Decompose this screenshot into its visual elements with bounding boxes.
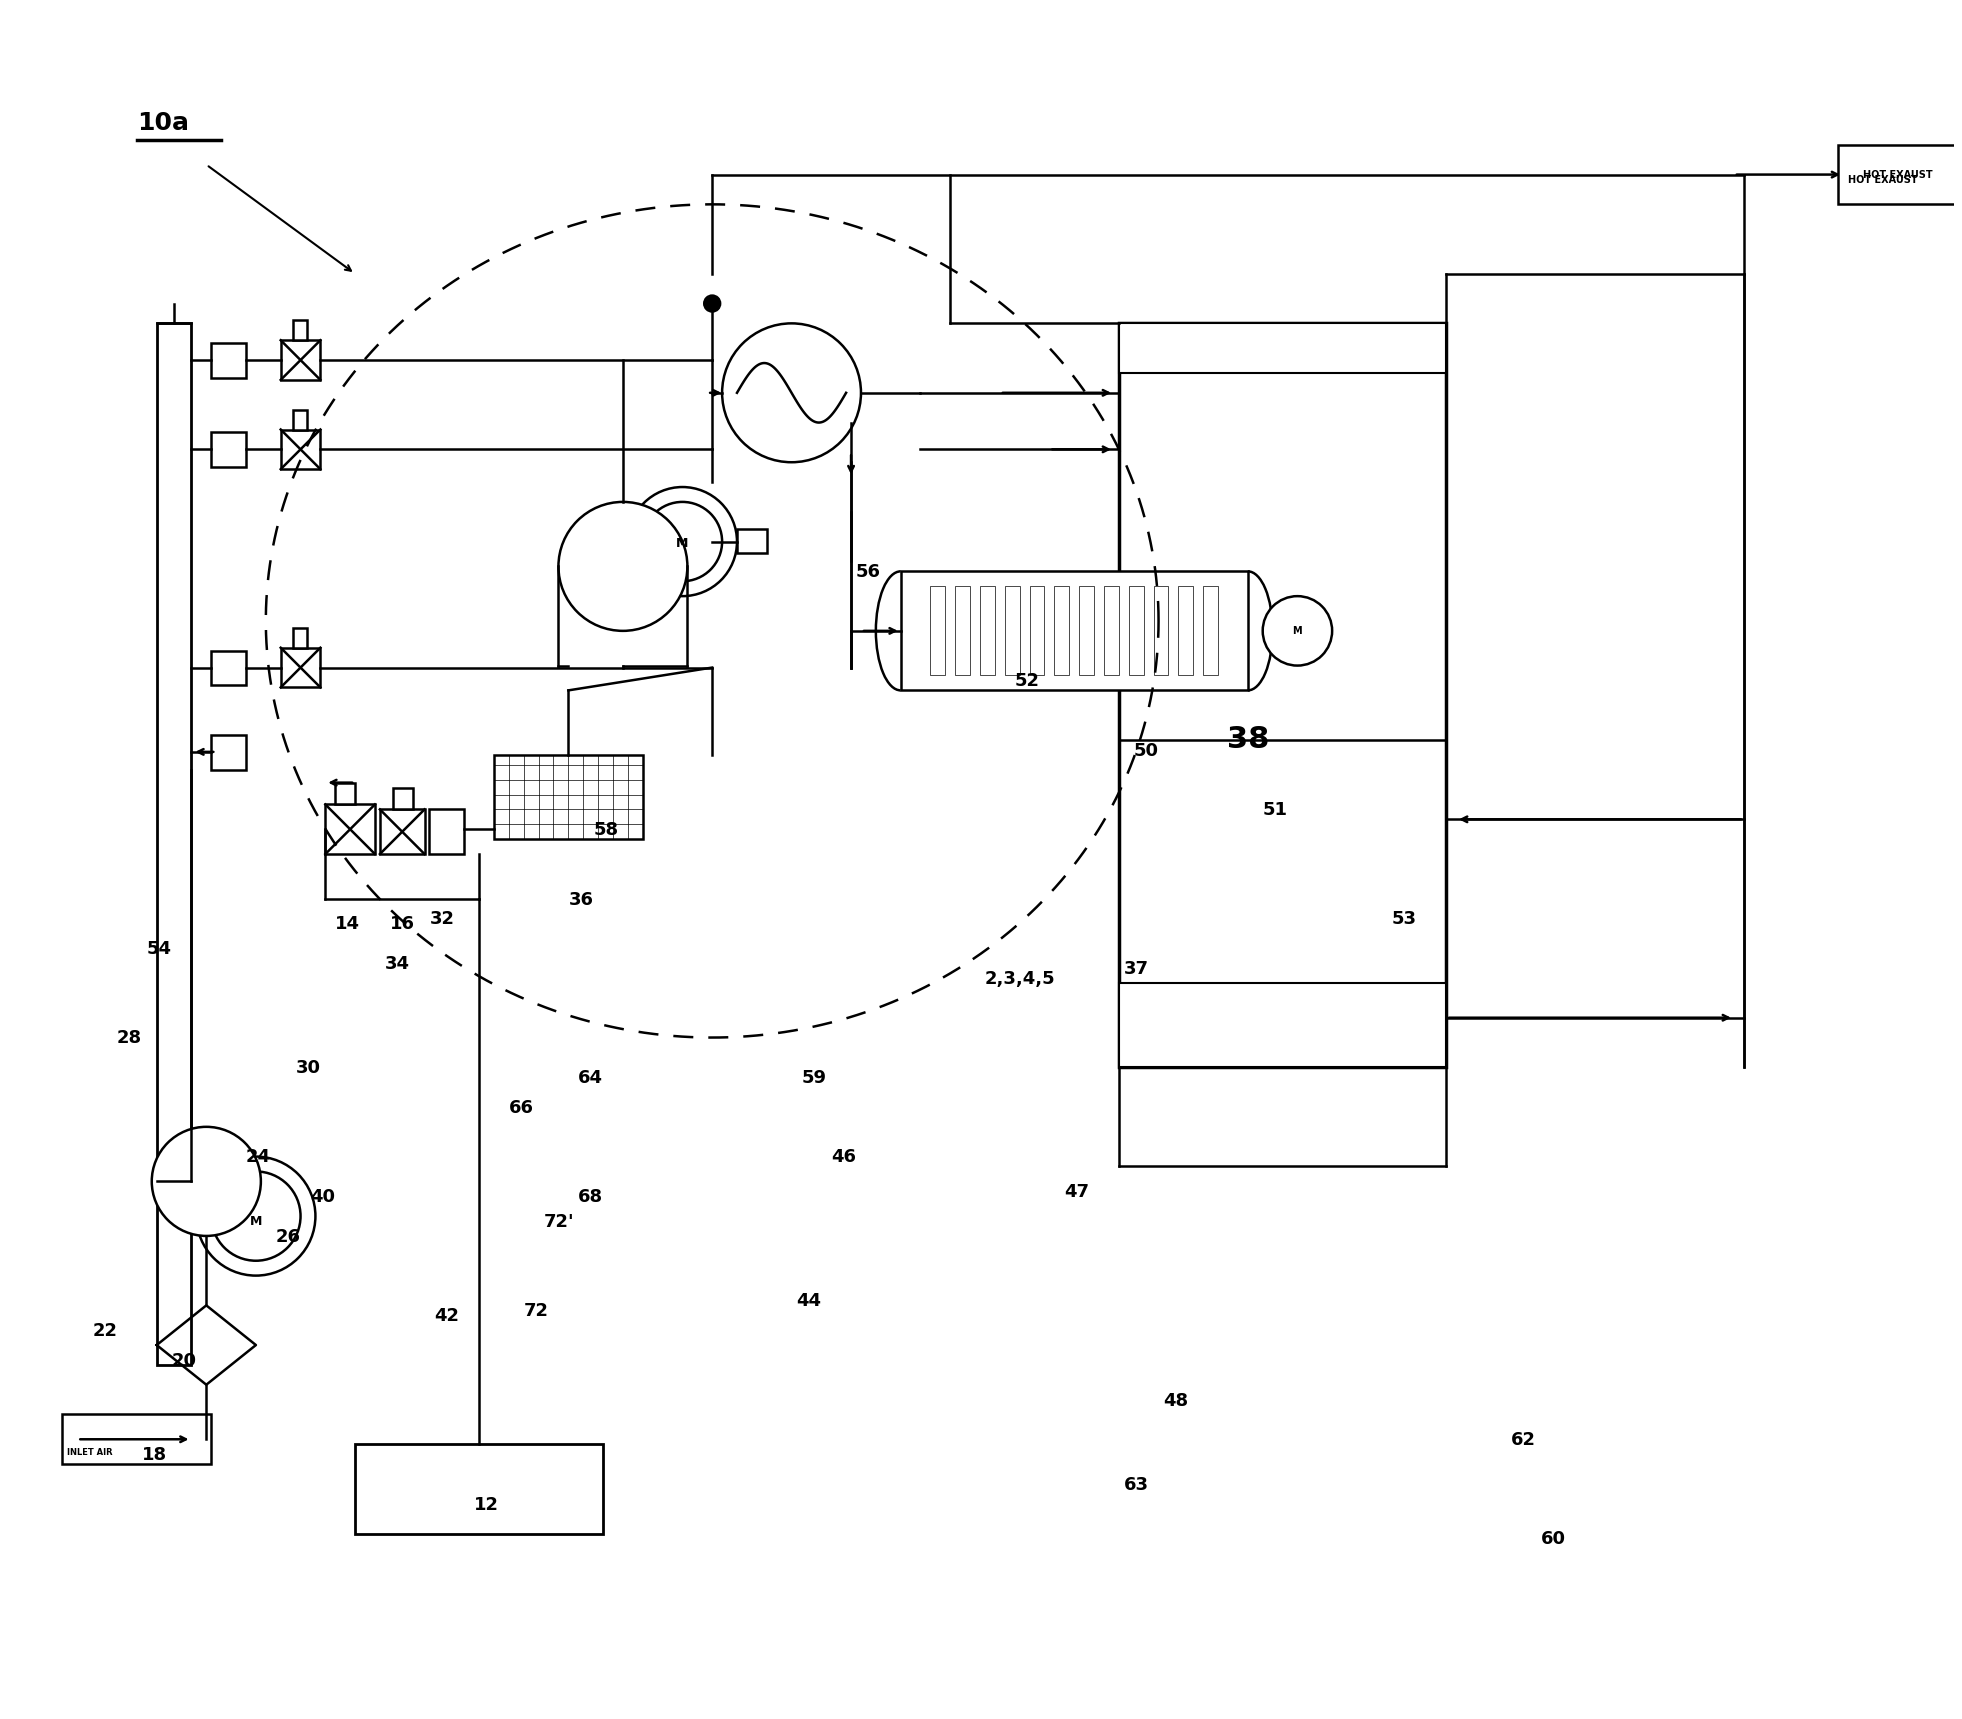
Text: 28: 28	[118, 1030, 141, 1047]
Bar	[281, 648, 320, 688]
Text: HOT EXAUST: HOT EXAUST	[1862, 170, 1933, 179]
Bar	[292, 320, 308, 340]
Text: 24: 24	[245, 1148, 271, 1167]
Bar	[336, 782, 355, 804]
Text: 14: 14	[336, 916, 361, 933]
Circle shape	[559, 502, 687, 631]
Bar	[326, 804, 375, 854]
Text: 30: 30	[296, 1059, 320, 1078]
Text: 26: 26	[277, 1227, 300, 1246]
Bar	[1118, 983, 1446, 1067]
Bar	[212, 344, 245, 378]
Bar	[1118, 323, 1446, 1067]
Bar	[901, 571, 1248, 691]
Bar	[1079, 586, 1095, 676]
Text: M: M	[249, 1215, 263, 1227]
Bar	[212, 652, 245, 686]
Text: 58: 58	[593, 822, 618, 839]
FancyBboxPatch shape	[1838, 144, 1956, 205]
Text: 68: 68	[579, 1188, 604, 1207]
Bar	[281, 430, 320, 469]
Text: M: M	[1293, 626, 1303, 636]
Bar	[1030, 586, 1044, 676]
Text: 37: 37	[1124, 959, 1150, 978]
Text: 47: 47	[1063, 1183, 1089, 1202]
Bar	[1054, 586, 1069, 676]
Text: 36: 36	[569, 890, 593, 909]
Bar	[430, 810, 465, 854]
Bar	[1128, 586, 1144, 676]
Bar	[381, 810, 424, 854]
Text: 16: 16	[390, 916, 414, 933]
Text: INLET AIR: INLET AIR	[67, 1447, 114, 1456]
Text: 12: 12	[475, 1496, 498, 1514]
Bar	[1118, 323, 1446, 373]
Bar	[738, 529, 767, 554]
Text: 40: 40	[310, 1188, 336, 1207]
Bar	[1203, 586, 1218, 676]
Bar	[292, 627, 308, 648]
Circle shape	[644, 502, 722, 581]
Circle shape	[196, 1157, 316, 1275]
Text: 62: 62	[1511, 1432, 1536, 1449]
Text: HOT EXAUST: HOT EXAUST	[1848, 175, 1917, 184]
Text: 59: 59	[800, 1069, 826, 1086]
Text: 46: 46	[832, 1148, 855, 1167]
Bar	[1105, 586, 1118, 676]
Bar	[292, 409, 308, 430]
Bar	[212, 433, 245, 468]
Text: 72': 72'	[543, 1214, 575, 1231]
Bar	[1154, 586, 1169, 676]
Text: 10a: 10a	[137, 112, 188, 134]
Bar	[1179, 586, 1193, 676]
Text: 51: 51	[1264, 801, 1287, 820]
Bar	[355, 1444, 602, 1533]
Text: 63: 63	[1124, 1477, 1150, 1494]
Text: M: M	[677, 536, 689, 550]
Bar	[281, 340, 320, 380]
Text: 34: 34	[385, 956, 410, 973]
Text: 53: 53	[1391, 911, 1417, 928]
Circle shape	[704, 296, 720, 311]
Text: 22: 22	[92, 1322, 118, 1341]
Text: 18: 18	[141, 1446, 167, 1465]
Text: 56: 56	[855, 564, 881, 581]
Circle shape	[1264, 596, 1332, 665]
Text: 66: 66	[508, 1098, 534, 1117]
Text: 44: 44	[797, 1293, 822, 1310]
Bar	[392, 787, 412, 810]
Bar	[1005, 586, 1020, 676]
Text: 38: 38	[1226, 725, 1269, 755]
Text: 54: 54	[147, 940, 173, 957]
Text: 42: 42	[434, 1306, 459, 1325]
Text: 20: 20	[171, 1351, 196, 1370]
Circle shape	[722, 323, 861, 462]
Bar	[955, 586, 969, 676]
Circle shape	[151, 1128, 261, 1236]
Bar	[63, 1415, 212, 1465]
Bar	[494, 755, 644, 839]
Text: 52: 52	[1014, 672, 1040, 691]
Text: 48: 48	[1163, 1391, 1189, 1410]
Text: 60: 60	[1540, 1530, 1566, 1549]
Text: 2,3,4,5: 2,3,4,5	[985, 970, 1056, 988]
Text: 64: 64	[579, 1069, 602, 1086]
Text: 72: 72	[524, 1303, 549, 1320]
Bar	[979, 586, 995, 676]
Circle shape	[628, 486, 738, 596]
Circle shape	[212, 1171, 300, 1260]
Text: 32: 32	[430, 911, 455, 928]
Text: 50: 50	[1134, 743, 1160, 760]
Bar	[157, 323, 192, 1365]
Bar	[212, 736, 245, 770]
Bar	[930, 586, 946, 676]
